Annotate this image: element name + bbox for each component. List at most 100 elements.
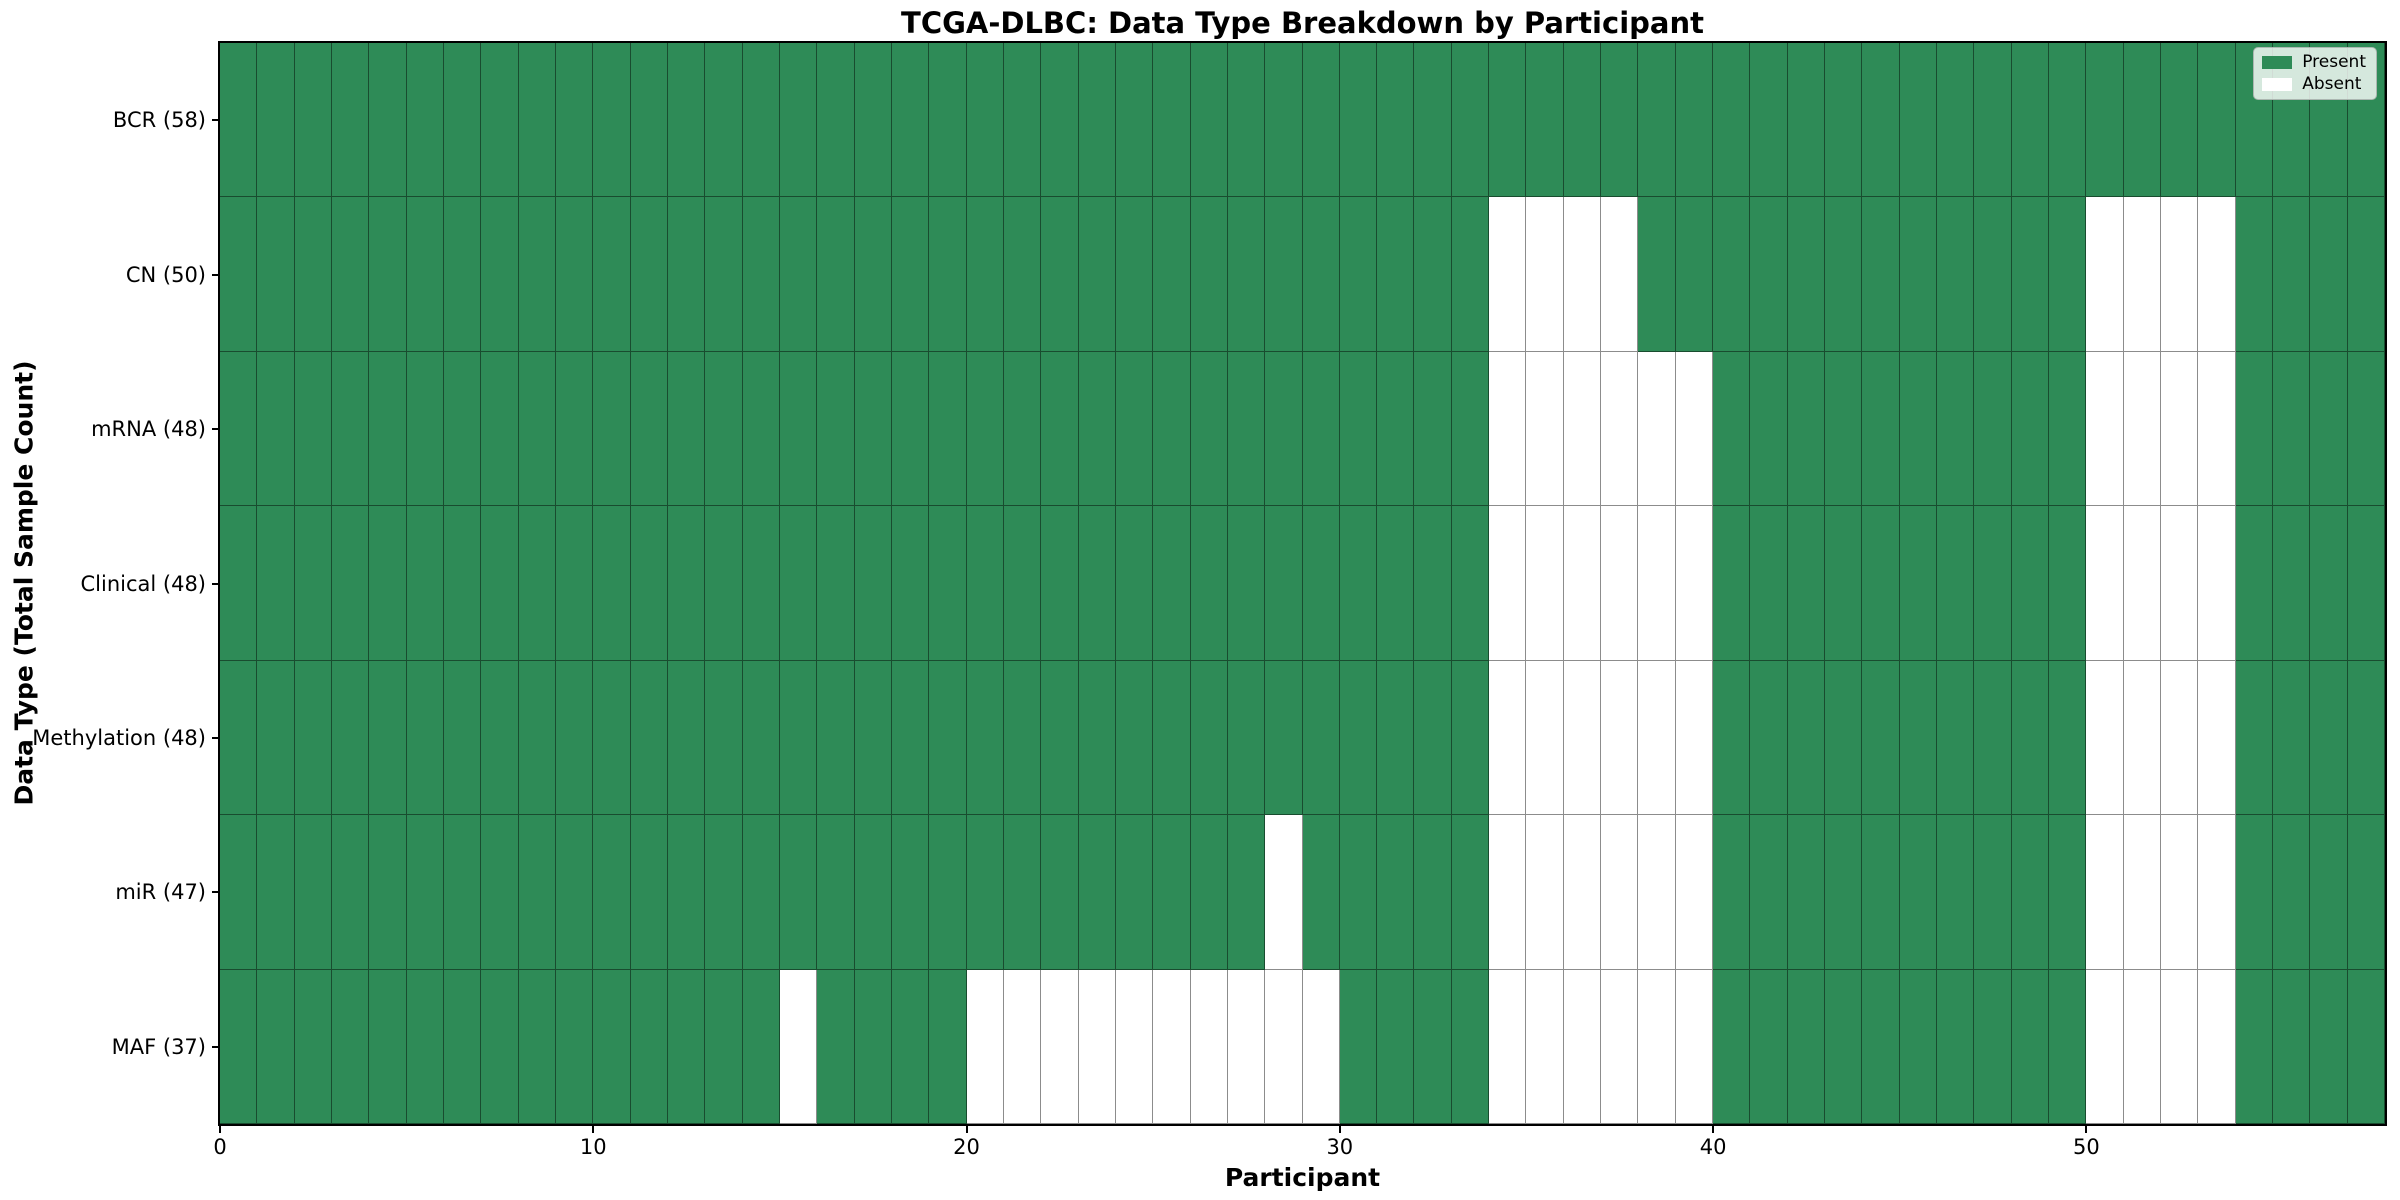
heatmap-cell xyxy=(966,506,1004,661)
heatmap-cell xyxy=(331,351,370,507)
y-tick-mark xyxy=(212,119,219,122)
y-tick-mark xyxy=(212,582,219,585)
heatmap-cell xyxy=(1899,969,1938,1124)
heatmap-cell xyxy=(2123,197,2162,352)
heatmap-cell xyxy=(630,815,668,970)
heatmap-cell xyxy=(705,351,743,507)
heatmap-cell xyxy=(1601,660,1639,816)
heatmap-cell xyxy=(220,351,258,507)
heatmap-cell xyxy=(779,660,818,816)
heatmap-cell xyxy=(1414,660,1452,816)
y-tick-label: mRNA (48) xyxy=(91,417,206,442)
x-tick-mark xyxy=(965,1126,968,1133)
x-tick-mark xyxy=(2085,1126,2088,1133)
heatmap-cell xyxy=(1862,351,1900,507)
heatmap-cell xyxy=(1339,815,1378,970)
heatmap-cell xyxy=(2011,43,2050,198)
heatmap-cell xyxy=(1713,43,1751,198)
heatmap-cell xyxy=(1377,506,1415,661)
x-axis-label: Participant xyxy=(1224,1163,1381,1192)
legend-entry-absent: Absent xyxy=(2262,76,2366,93)
heatmap-cell xyxy=(1675,351,1714,507)
heatmap-cell xyxy=(966,660,1004,816)
heatmap-cell xyxy=(1713,660,1751,816)
heatmap-cell xyxy=(1787,969,1826,1124)
heatmap-cell xyxy=(1041,506,1079,661)
heatmap-cell xyxy=(1638,351,1676,507)
heatmap-cell xyxy=(2310,815,2348,970)
heatmap-cell xyxy=(817,197,855,352)
y-tick-mark xyxy=(212,736,219,739)
heatmap-cell xyxy=(1078,969,1116,1124)
heatmap-cell xyxy=(1115,815,1154,970)
heatmap-cell xyxy=(1563,815,1602,970)
heatmap-cell xyxy=(2123,969,2162,1124)
heatmap-cell xyxy=(481,506,519,661)
heatmap-cell xyxy=(1489,197,1527,352)
heatmap-cell xyxy=(891,506,930,661)
heatmap-cell xyxy=(1115,506,1154,661)
heatmap-cell xyxy=(406,660,444,816)
heatmap-cell xyxy=(1899,660,1938,816)
heatmap-cell xyxy=(369,660,407,816)
heatmap-cell xyxy=(294,969,332,1124)
heatmap-cell xyxy=(555,969,594,1124)
heatmap-cell xyxy=(443,506,482,661)
heatmap-cell xyxy=(593,43,631,198)
heatmap-cell xyxy=(1003,506,1042,661)
heatmap-cell xyxy=(1078,43,1116,198)
heatmap-cell xyxy=(1675,197,1714,352)
heatmap-cell xyxy=(481,351,519,507)
heatmap-cell xyxy=(667,43,706,198)
heatmap-cell xyxy=(331,969,370,1124)
heatmap-cell xyxy=(1862,815,1900,970)
heatmap-cell xyxy=(891,815,930,970)
heatmap-cell xyxy=(1190,660,1228,816)
heatmap-cell xyxy=(294,660,332,816)
heatmap-cell xyxy=(966,43,1004,198)
heatmap-cell xyxy=(854,506,892,661)
heatmap-cell xyxy=(1339,969,1378,1124)
heatmap-cell xyxy=(1750,43,1788,198)
heatmap-cell xyxy=(1302,506,1340,661)
heatmap-cell xyxy=(1153,43,1191,198)
heatmap-cell xyxy=(1265,197,1303,352)
heatmap-cell xyxy=(1227,969,1266,1124)
heatmap-cell xyxy=(294,351,332,507)
heatmap-cell xyxy=(891,660,930,816)
heatmap-cell xyxy=(742,43,780,198)
heatmap-cell xyxy=(1750,351,1788,507)
heatmap-cell xyxy=(630,969,668,1124)
heatmap-cell xyxy=(1825,351,1863,507)
y-tick-label: miR (47) xyxy=(115,880,206,905)
heatmap-cell xyxy=(369,197,407,352)
heatmap-cell xyxy=(1526,351,1564,507)
heatmap-cell xyxy=(1675,660,1714,816)
heatmap-cell xyxy=(2198,506,2236,661)
heatmap-cell xyxy=(667,197,706,352)
heatmap-cell xyxy=(1041,197,1079,352)
heatmap-cell xyxy=(331,660,370,816)
heatmap-cell xyxy=(1862,43,1900,198)
heatmap-cell xyxy=(1227,351,1266,507)
heatmap-cell xyxy=(369,43,407,198)
heatmap-mesh xyxy=(220,43,2385,1124)
x-tick-label: 40 xyxy=(1699,1135,1727,1159)
y-tick-mark xyxy=(212,428,219,431)
x-tick-label: 10 xyxy=(579,1135,607,1159)
heatmap-cell xyxy=(1265,351,1303,507)
heatmap-cell xyxy=(1526,43,1564,198)
heatmap-cell xyxy=(257,43,295,198)
heatmap-cell xyxy=(2347,660,2385,816)
heatmap-cell xyxy=(779,43,818,198)
heatmap-cell xyxy=(2161,815,2199,970)
heatmap-cell xyxy=(1563,351,1602,507)
heatmap-cell xyxy=(1937,506,1975,661)
heatmap-cell xyxy=(1041,815,1079,970)
heatmap-cell xyxy=(2161,43,2199,198)
heatmap-cell xyxy=(2123,660,2162,816)
heatmap-cell xyxy=(705,815,743,970)
heatmap-cell xyxy=(1825,43,1863,198)
heatmap-cell xyxy=(1825,197,1863,352)
heatmap-cell xyxy=(2123,506,2162,661)
